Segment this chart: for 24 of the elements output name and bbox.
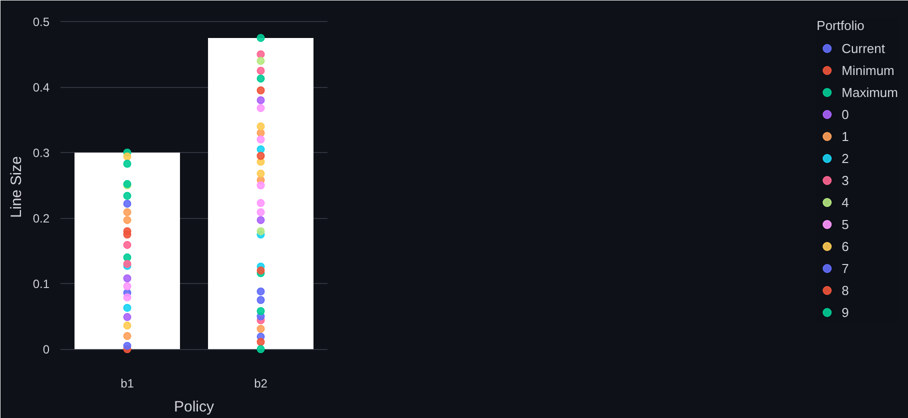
legend-label: 1 (842, 128, 850, 146)
legend-label: 2 (842, 150, 850, 168)
y-tick-label: 0.2 (32, 212, 50, 226)
x-tick-label: b2 (254, 376, 268, 390)
legend-label: 4 (842, 194, 850, 212)
y-axis-title: Line Size (8, 156, 25, 218)
legend-label: Current (842, 40, 886, 58)
x-axis-title: Policy (174, 398, 215, 416)
y-tick-label: 0.5 (32, 15, 50, 30)
legend-label: Minimum (842, 62, 894, 80)
legend-title: Portfolio (816, 18, 866, 33)
y-tick-label: 0 (42, 342, 50, 357)
legend-label: 3 (842, 172, 850, 190)
y-tick-label: 0.1 (32, 277, 50, 292)
y-tick-label: 0.3 (32, 146, 50, 160)
legend-label: 7 (842, 260, 850, 278)
x-tick-label: b1 (120, 376, 134, 390)
legend-label: 5 (842, 216, 850, 234)
legend-label: 9 (842, 304, 850, 322)
legend-label: Maximum (842, 84, 898, 102)
legend-label: 8 (842, 282, 850, 300)
legend-label: 0 (842, 106, 850, 124)
y-tick-label: 0.4 (32, 80, 50, 95)
legend-label: 6 (842, 238, 850, 256)
